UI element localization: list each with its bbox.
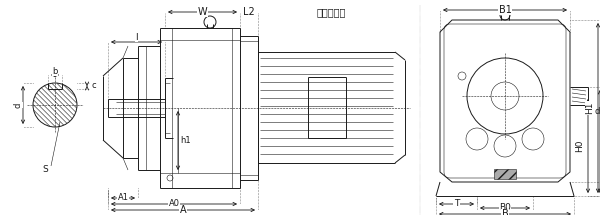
Text: H1: H1 <box>586 102 595 114</box>
Text: B1: B1 <box>499 5 511 15</box>
Text: b: b <box>52 66 58 75</box>
Text: T: T <box>454 200 459 209</box>
Bar <box>494 169 516 179</box>
Text: S: S <box>42 166 48 175</box>
Text: B: B <box>502 209 508 215</box>
Text: A1: A1 <box>118 194 128 203</box>
Text: h1: h1 <box>181 136 191 145</box>
Text: l: l <box>135 32 138 41</box>
Text: 按电机尺寸: 按电机尺寸 <box>317 7 346 17</box>
Text: d0: d0 <box>595 106 600 115</box>
Text: L2: L2 <box>243 7 255 17</box>
Text: d: d <box>14 102 23 108</box>
Text: c: c <box>92 81 97 91</box>
Text: A: A <box>179 205 187 215</box>
Text: A0: A0 <box>169 200 179 209</box>
Text: B0: B0 <box>499 204 511 212</box>
Text: H0: H0 <box>575 140 584 152</box>
Text: W: W <box>197 7 208 17</box>
